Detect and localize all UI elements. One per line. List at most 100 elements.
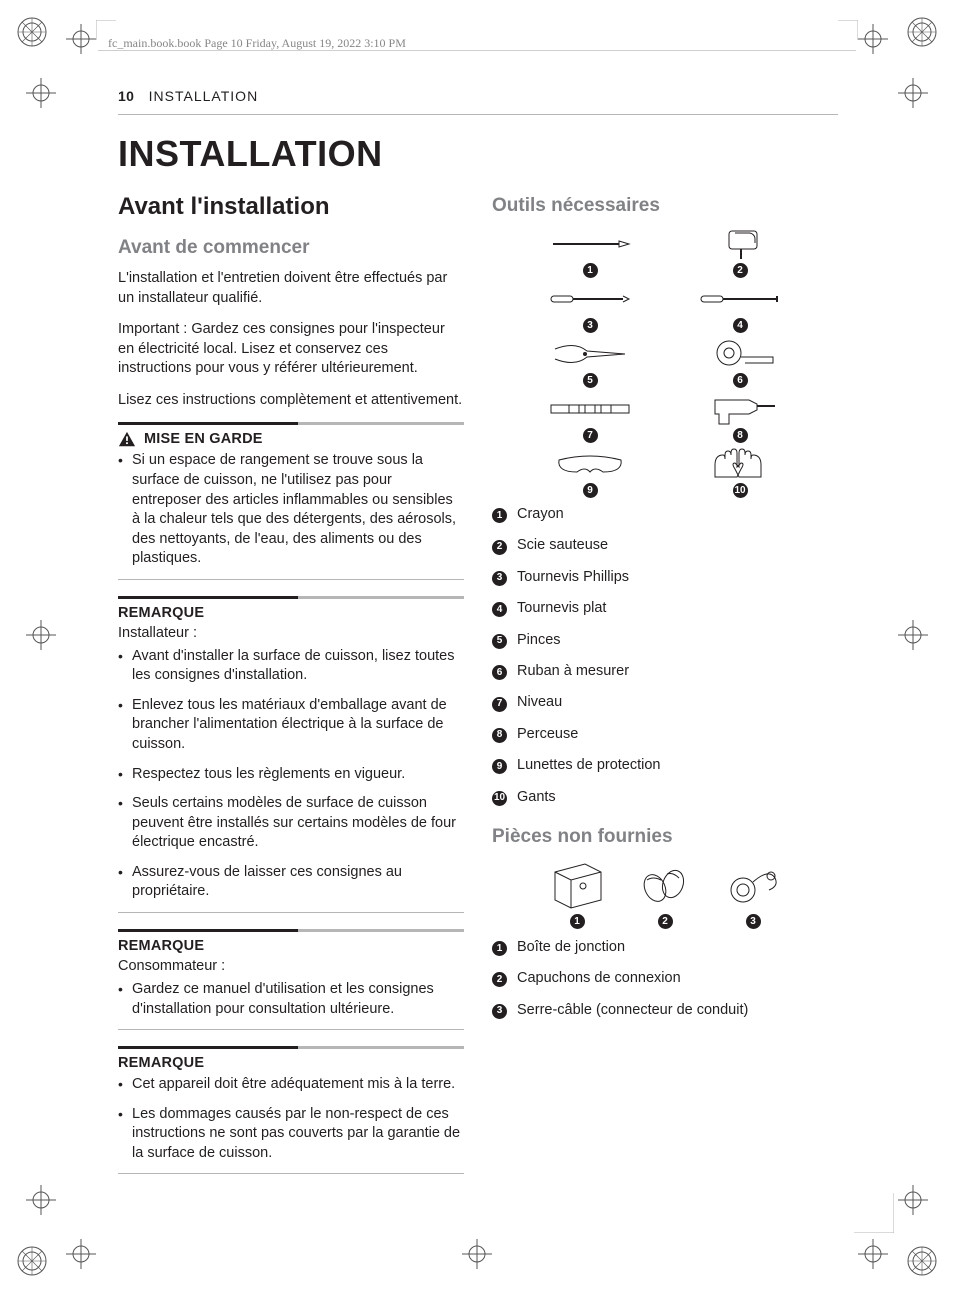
crop-cross [26,78,56,108]
registration-target-tr [904,14,940,50]
running-head: 10 INSTALLATION [118,88,838,115]
badge-9: 9 [583,483,598,498]
legend-badge: 9 [492,759,507,774]
note-item: Assurez-vous de laisser ces consignes au… [118,863,464,902]
note-head-rule [118,422,464,425]
goggles-icon [545,447,635,481]
tool-level: 7 [535,392,645,443]
legend-label: Tournevis Phillips [517,569,629,586]
crop-cross [898,78,928,108]
tools-legend: 1 Crayon 2 Scie sauteuse 3 Tournevis Philli… [492,506,838,806]
tool-gloves: 10 [685,447,795,498]
right-column: Outils nécessaires 1 2 [492,193,838,1190]
part-junction-box: 1 [545,858,609,929]
legend-badge: 4 [492,602,507,617]
tool-pencil: 1 [535,227,645,278]
note-title: REMARQUE [118,605,204,621]
legend-badge: 1 [492,941,507,956]
paragraph: Lisez ces instructions complètement et a… [118,391,464,411]
part-strain-relief: 3 [721,858,785,929]
parts-legend: 1 Boîte de jonction 2 Capuchons de connexi… [492,939,838,1019]
registration-target-bl [14,1243,50,1279]
legend-badge: 3 [492,571,507,586]
crop-cross [898,620,928,650]
legend-badge: 10 [492,791,507,806]
legend-badge: 8 [492,728,507,743]
paragraph: L'installation et l'entretien doivent êt… [118,269,464,308]
crop-cross [858,24,888,54]
corner-bracket [838,20,858,40]
legend-label: Crayon [517,506,564,523]
legend-label: Boîte de jonction [517,939,625,956]
corner-bracket [854,1193,894,1233]
badge-8: 8 [733,428,748,443]
warning-item: Si un espace de rangement se trouve sous… [118,451,464,568]
note-lead: Consommateur : [118,958,464,974]
badge-3: 3 [583,318,598,333]
phillips-screwdriver-icon [545,282,635,316]
legend-label: Niveau [517,694,562,711]
tool-drill: 8 [685,392,795,443]
note-item: Enlevez tous les matériaux d'emballage a… [118,696,464,755]
crop-cross [898,1185,928,1215]
header-stamp: fc_main.book.book Page 10 Friday, August… [108,36,406,51]
paragraph: Important : Gardez ces consignes pour l'… [118,320,464,379]
junction-box-icon [545,858,609,912]
legend-badge: 7 [492,697,507,712]
tape-measure-icon [695,337,785,371]
note-item: Les dommages causés par le non-respect d… [118,1105,464,1164]
jigsaw-icon [695,227,785,261]
badge-4: 4 [733,318,748,333]
badge-7: 7 [583,428,598,443]
tool-jigsaw: 2 [685,227,795,278]
wire-caps-icon [633,858,697,912]
tool-pliers: 5 [535,337,645,388]
legend-badge: 2 [492,540,507,555]
badge-6: 6 [733,373,748,388]
tool-phillips: 3 [535,282,645,333]
legend-badge: 1 [492,508,507,523]
legend-label: Tournevis plat [517,600,606,617]
crop-cross [26,620,56,650]
badge-1: 1 [583,263,598,278]
legend-label: Scie sauteuse [517,537,608,554]
heading-outils: Outils nécessaires [492,195,838,217]
crop-cross [66,24,96,54]
strain-relief-icon [721,858,785,912]
crop-cross [26,1185,56,1215]
note-item: Cet appareil doit être adéquatement mis … [118,1075,464,1095]
flat-screwdriver-icon [695,282,785,316]
heading-avant-commencer: Avant de commencer [118,237,464,259]
header-rule [98,50,856,51]
page-number: 10 [118,88,134,104]
warning-title: MISE EN GARDE [144,431,263,447]
legend-badge: 2 [492,972,507,987]
heading-pieces: Pièces non fournies [492,826,838,848]
tool-goggles: 9 [535,447,645,498]
page-title: INSTALLATION [118,133,838,175]
left-column: Avant l'installation Avant de commencer … [118,193,464,1190]
note-box-installer: REMARQUE Installateur : Avant d'installe… [118,596,464,913]
legend-label: Serre-câble (connecteur de conduit) [517,1002,748,1019]
legend-badge: 6 [492,665,507,680]
note-box-consumer: REMARQUE Consommateur : Gardez ce manuel… [118,929,464,1030]
registration-target-tl [14,14,50,50]
crop-cross [858,1239,888,1269]
heading-avant-installation: Avant l'installation [118,193,464,221]
pliers-icon [545,337,635,371]
crop-cross [462,1239,492,1269]
legend-label: Pinces [517,632,561,649]
badge-2: 2 [733,263,748,278]
legend-label: Capuchons de connexion [517,970,681,987]
page-content: 10 INSTALLATION INSTALLATION Avant l'ins… [118,88,838,1190]
part-wire-caps: 2 [633,858,697,929]
gloves-icon [695,447,785,481]
warning-box: MISE EN GARDE Si un espace de rangement … [118,422,464,579]
note-foot-rule [118,1029,464,1030]
legend-badge: 3 [492,1004,507,1019]
note-head-rule [118,929,464,932]
note-head-rule [118,1046,464,1049]
badge-10: 10 [733,483,748,498]
pencil-icon [545,227,635,261]
note-box-general: REMARQUE Cet appareil doit être adéquate… [118,1046,464,1174]
